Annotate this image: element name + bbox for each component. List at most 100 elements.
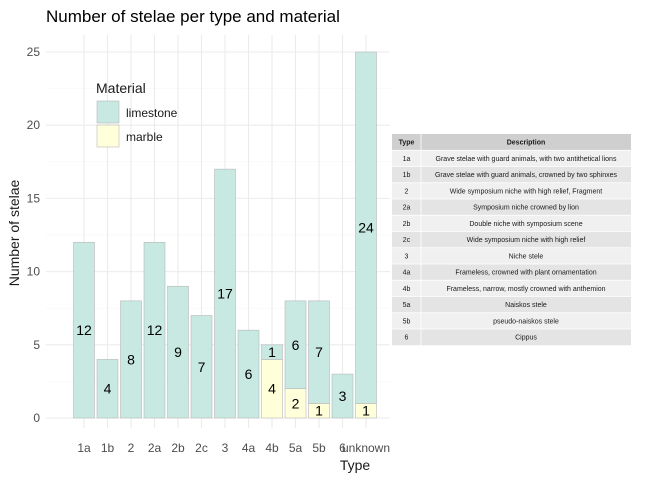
legend-label-marble: marble (126, 130, 163, 144)
x-tick-label: 5b (312, 441, 326, 455)
table-cell-type: 2c (403, 237, 411, 244)
table-cell-type: 4b (403, 286, 411, 293)
table-row (392, 247, 631, 264)
y-tick-label: 5 (33, 338, 40, 352)
data-label-marble: 4 (268, 381, 276, 397)
table-cell-description: Wide symposium niche with high relief (467, 237, 586, 244)
table-cell-type: 1a (403, 156, 411, 163)
data-label-marble: 2 (292, 395, 300, 411)
y-tick-label: 25 (27, 45, 41, 59)
y-tick-label: 20 (27, 118, 41, 132)
table-cell-description: Double niche with symposium scene (469, 221, 582, 228)
bar-limestone (331, 373, 354, 419)
data-label-limestone: 9 (174, 344, 182, 360)
y-axis-title: Number of stelae (6, 179, 22, 286)
data-label-marble: 1 (362, 403, 370, 419)
y-tick-label: 10 (27, 265, 41, 279)
x-tick-label: 6 (339, 441, 346, 455)
table-cell-description: Grave stelae with guard animals, with tw… (436, 156, 617, 163)
x-tick-label: unknown (342, 441, 390, 455)
table-header-row (392, 134, 631, 151)
data-label-limestone: 6 (292, 337, 300, 353)
bar-limestone (96, 359, 119, 419)
legend-label-limestone: limestone (126, 106, 178, 120)
legend-key-marble (96, 124, 120, 148)
bar-limestone (308, 300, 330, 404)
x-axis-title: Type (340, 457, 371, 473)
table-cell-type: 1b (403, 172, 411, 179)
table-cell-type: 2 (405, 188, 409, 195)
x-tick-label: 1a (77, 441, 91, 455)
bar-limestone (284, 300, 307, 390)
data-label-limestone: 8 (127, 351, 135, 367)
table-row (392, 231, 631, 248)
x-tick-label: 4a (242, 441, 256, 455)
table-cell-type: 2b (403, 221, 411, 228)
legend-key-limestone (96, 100, 120, 124)
data-label-limestone: 4 (104, 381, 112, 397)
table-cell-description: Symposium niche crowned by lion (473, 205, 579, 212)
table-cell-description: Frameless, crowned with plant ornamentat… (455, 270, 596, 277)
y-tick-label: 15 (27, 191, 41, 205)
data-label-limestone: 12 (147, 322, 163, 338)
table-cell-description: pseudo-naiskos stele (493, 318, 559, 325)
x-tick-label: 3 (222, 441, 229, 455)
x-tick-label: 1b (101, 441, 115, 455)
data-label-limestone: 17 (217, 286, 233, 302)
data-label-limestone: 24 (358, 220, 374, 236)
table-cell-type: 5b (403, 318, 411, 325)
data-label-limestone: 6 (245, 366, 253, 382)
bar-limestone (73, 242, 95, 419)
table-row (392, 280, 631, 297)
data-label-limestone: 12 (76, 322, 92, 338)
x-tick-label: 2c (195, 441, 208, 455)
table-cell-type: 3 (405, 253, 409, 260)
data-label-marble: 1 (315, 403, 323, 419)
x-tick-label: 5a (289, 441, 303, 455)
table-row (392, 312, 631, 329)
table-row (392, 199, 631, 216)
bar-limestone (120, 300, 142, 419)
type-description-table: Type Description 1a Grave stelae with guard… (392, 134, 631, 346)
table-header-type: Type (399, 140, 415, 147)
table-cell-description: Cippus (515, 335, 537, 342)
table-cell-description: Grave stelae with guard animals, crowned… (435, 172, 618, 179)
table-row (392, 166, 631, 183)
bar-limestone (237, 329, 260, 419)
bar-limestone (261, 344, 283, 360)
legend-title: Material (96, 80, 146, 96)
table-row (392, 264, 631, 281)
table-cell-type: 2a (403, 205, 411, 212)
table-cell-description: Wide symposium niche with high relief, F… (450, 188, 603, 195)
table-row (392, 215, 631, 232)
table-row (392, 150, 631, 167)
x-tick-label: 2a (148, 441, 162, 455)
bar-limestone (143, 242, 166, 419)
table-row (392, 296, 631, 313)
x-tick-label: 4b (265, 441, 279, 455)
y-tick-label: 0 (33, 411, 40, 425)
table-row (392, 329, 631, 346)
bar-limestone (355, 51, 377, 404)
x-tick-label: 2b (171, 441, 185, 455)
table-cell-type: 4a (403, 270, 411, 277)
bar-limestone (190, 315, 213, 419)
table-cell-description: Naiskos stele (505, 302, 547, 309)
data-label-limestone: 1 (268, 344, 276, 360)
table-header-description: Description (507, 140, 546, 147)
table-cell-description: Frameless, narrow, mostly crowned with a… (446, 286, 605, 293)
chart-title: Number of stelae per type and material (46, 7, 340, 26)
data-label-limestone: 7 (198, 359, 206, 375)
bar-limestone (167, 285, 189, 419)
table-cell-type: 5a (403, 302, 411, 309)
x-tick-label: 2 (128, 441, 135, 455)
data-label-limestone: 3 (339, 388, 347, 404)
bar-limestone (214, 168, 236, 419)
table-cell-description: Niche stele (509, 253, 544, 260)
table-row (392, 182, 631, 199)
data-label-limestone: 7 (315, 344, 323, 360)
table-cell-type: 6 (405, 335, 409, 342)
